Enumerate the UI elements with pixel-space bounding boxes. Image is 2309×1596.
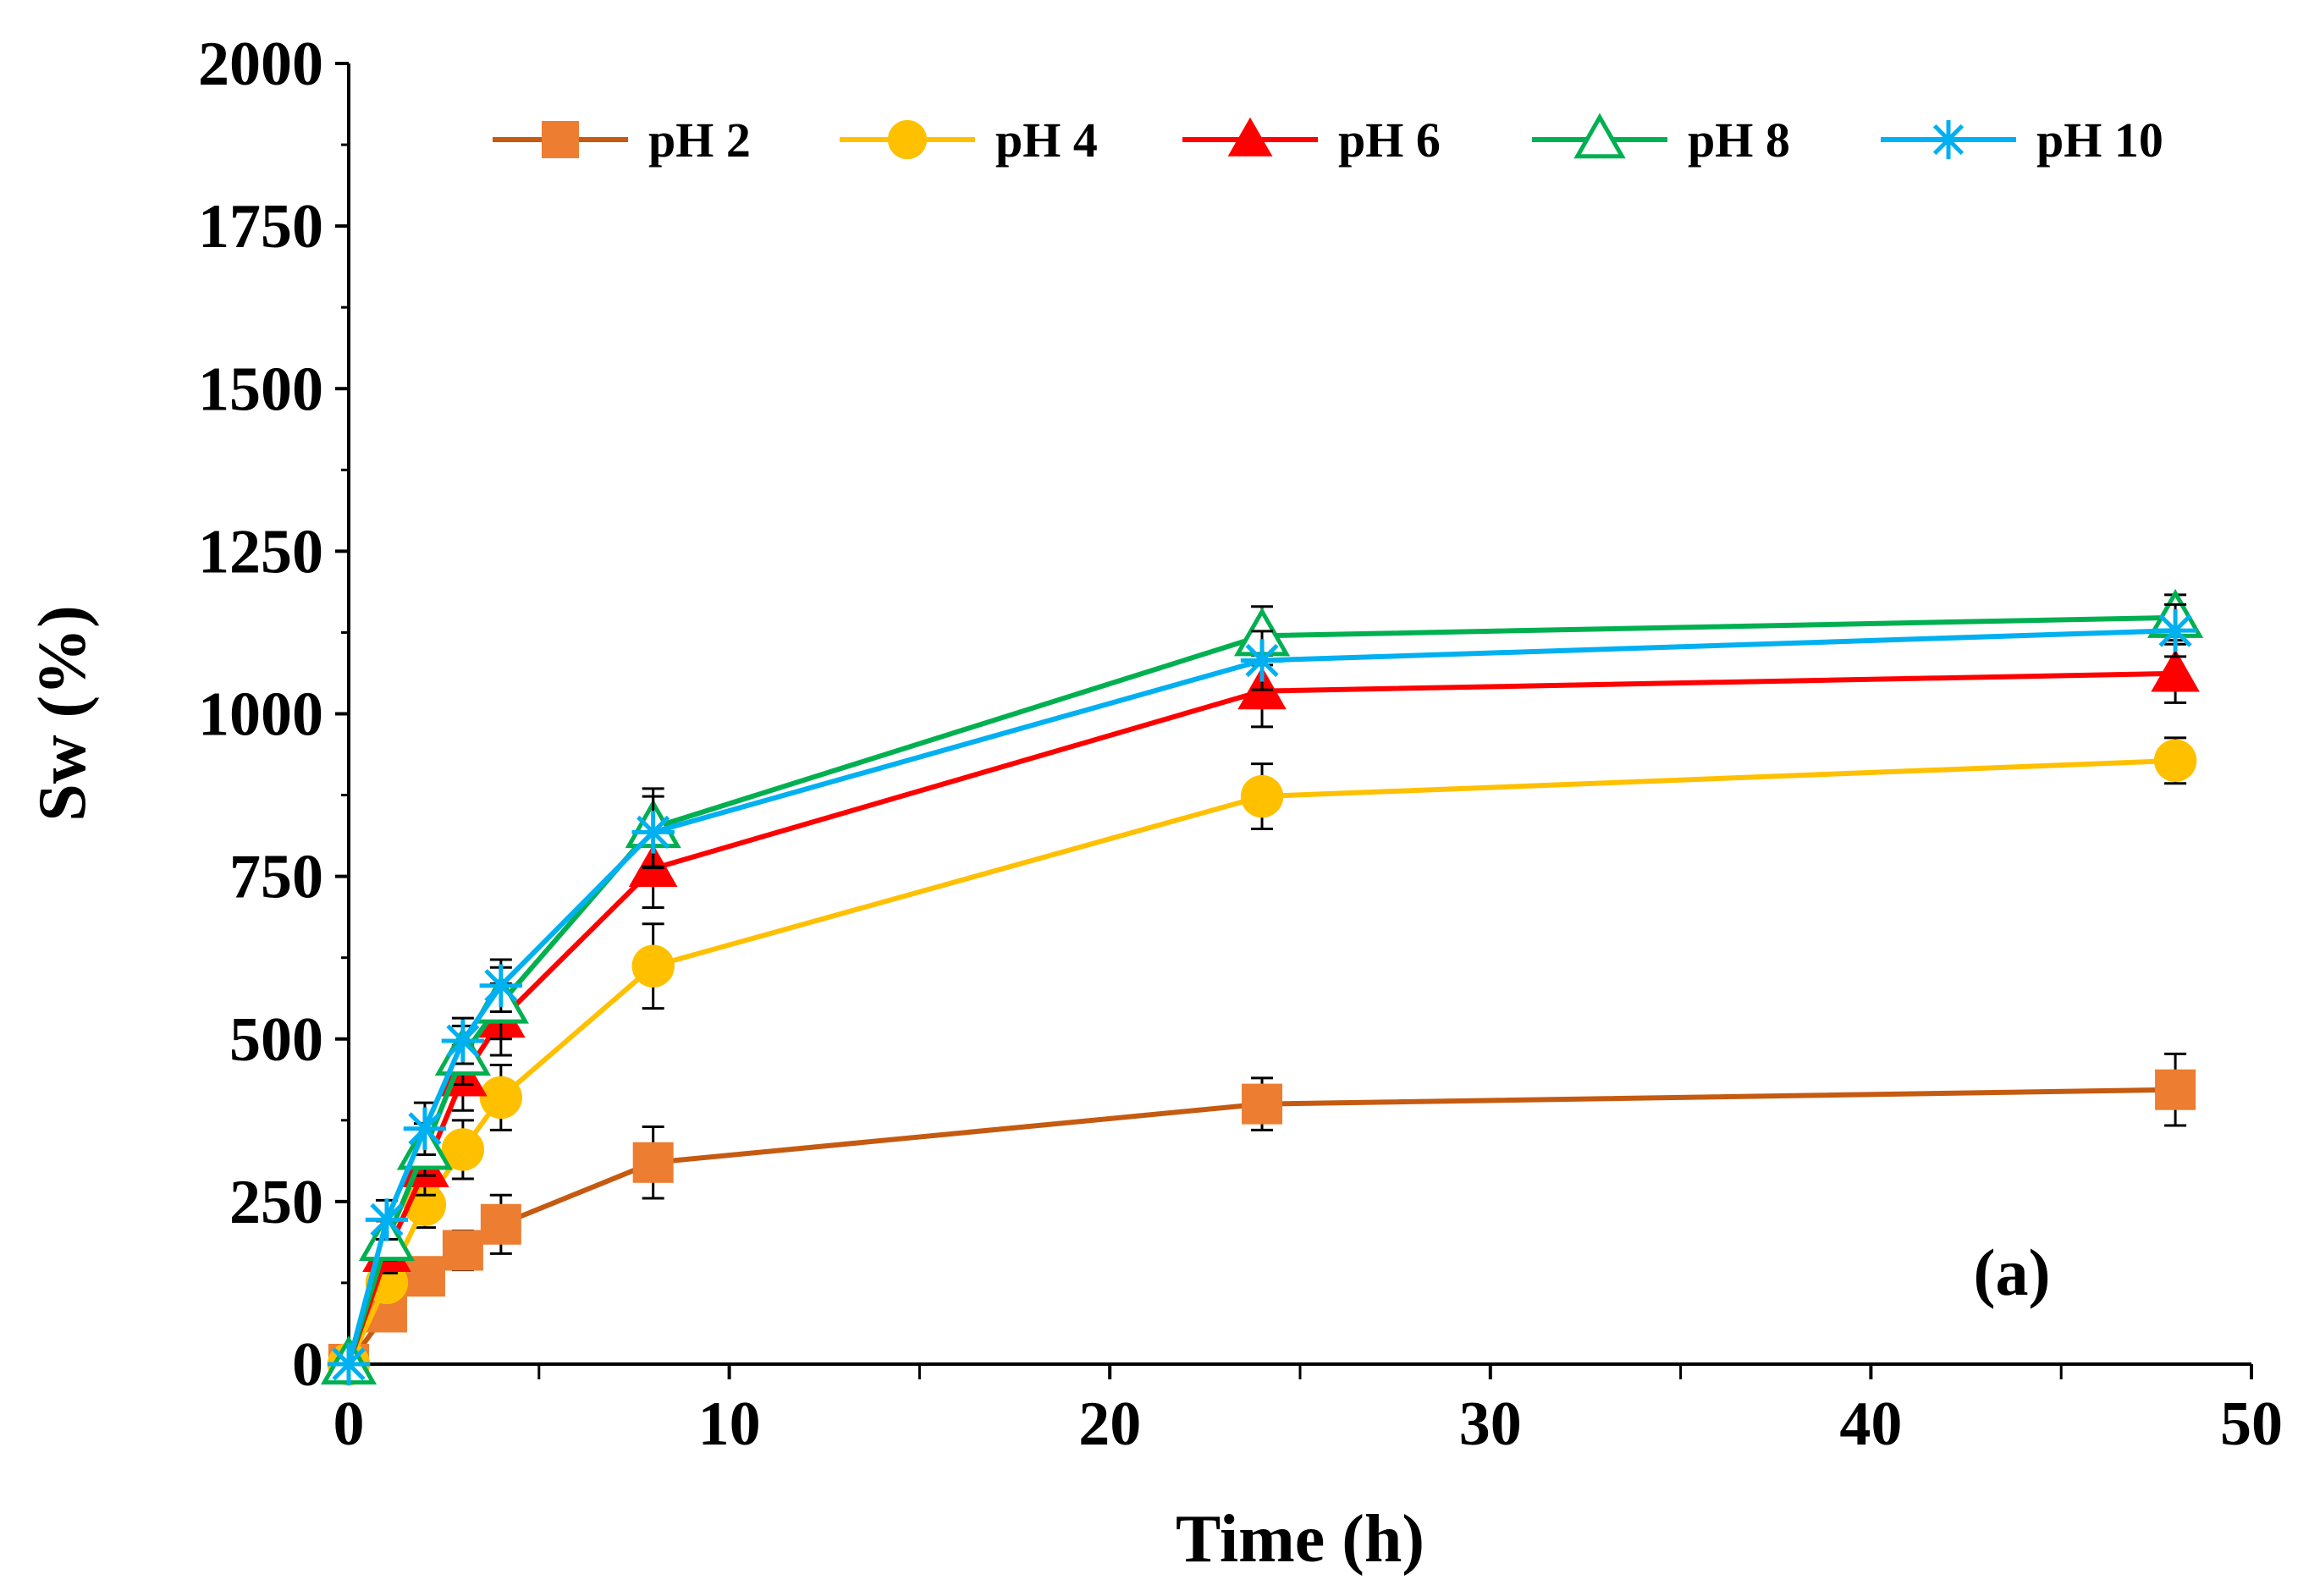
- data-points: [328, 1069, 2196, 1384]
- marker-circle: [887, 119, 928, 160]
- marker-square: [1242, 1083, 1283, 1125]
- y-tick-label: 1250: [198, 517, 323, 586]
- marker-asterisk: [365, 1198, 409, 1241]
- data-points: [324, 649, 2200, 1383]
- legend-label: pH 6: [1338, 113, 1441, 168]
- y-tick-label: 0: [292, 1330, 323, 1400]
- y-tick-label: 2000: [198, 30, 323, 99]
- x-axis-title: Time (h): [1176, 1502, 1425, 1577]
- legend-item: pH 8: [1532, 113, 1790, 168]
- marker-square: [442, 1230, 483, 1271]
- tick-labels: 0 250 500 750 1000 1250 1500 1750 2000 0 10 20 30 40 5…: [198, 30, 2283, 1459]
- asterisk-stroke: [1932, 124, 1965, 156]
- asterisk-stroke: [370, 1203, 404, 1236]
- data-points: [327, 739, 2197, 1386]
- legend-item: pH 10: [1881, 113, 2163, 168]
- legend-item: pH 2: [493, 113, 751, 168]
- series-ph-2: [328, 1052, 2196, 1384]
- x-tick-label: 50: [2220, 1390, 2283, 1459]
- marker-triangle: [1227, 117, 1273, 157]
- ticks: [335, 62, 2253, 1379]
- marker-asterisk: [1240, 639, 1284, 682]
- series-ph-10: [327, 603, 2197, 1386]
- series-ph-4: [327, 736, 2197, 1386]
- x-tick-label: 10: [698, 1390, 761, 1459]
- legend-label: pH 2: [648, 113, 751, 168]
- marker-circle: [2153, 739, 2197, 783]
- marker-asterisk: [1928, 119, 1969, 160]
- panel-label: (a): [1974, 1236, 2051, 1309]
- series-ph-6: [324, 642, 2200, 1383]
- marker-square: [632, 1142, 674, 1183]
- asterisk-stroke: [332, 1347, 366, 1381]
- y-axis-title: Sw (%): [25, 605, 100, 822]
- marker-asterisk: [631, 811, 675, 854]
- marker-asterisk: [2153, 608, 2197, 652]
- series-layer: [320, 588, 2204, 1386]
- legend-label: pH 10: [2036, 113, 2163, 168]
- marker-circle: [441, 1128, 485, 1171]
- asterisk-stroke: [1245, 643, 1279, 678]
- marker-circle: [1240, 774, 1284, 818]
- y-tick-label: 250: [229, 1168, 323, 1237]
- asterisk-stroke: [484, 969, 518, 1003]
- marker-asterisk: [403, 1107, 447, 1151]
- x-tick-label: 20: [1078, 1390, 1141, 1459]
- data-points: [327, 608, 2197, 1386]
- marker-asterisk: [441, 1019, 485, 1063]
- x-tick-label: 0: [333, 1390, 365, 1459]
- marker-circle: [479, 1076, 523, 1120]
- legend-label: pH 4: [995, 113, 1098, 168]
- legend-item: pH 4: [840, 113, 1098, 168]
- asterisk-stroke: [2158, 614, 2192, 647]
- asterisk-stroke: [408, 1112, 442, 1146]
- marker-asterisk: [479, 964, 523, 1007]
- marker-triangle-open: [1573, 113, 1626, 159]
- marker-square: [2155, 1069, 2196, 1110]
- series-line: [346, 757, 2176, 1366]
- x-tick-label: 30: [1459, 1390, 1522, 1459]
- y-tick-label: 1000: [198, 680, 323, 750]
- asterisk-stroke: [636, 815, 670, 849]
- marker-triangle: [2151, 649, 2200, 692]
- y-tick-label: 750: [229, 843, 323, 912]
- legend-label: pH 8: [1688, 113, 1790, 168]
- legend: pH 2 pH 4 pH 6 pH 8 pH 10: [493, 113, 2163, 168]
- legend-item: pH 6: [1182, 113, 1441, 168]
- marker-square: [542, 121, 579, 158]
- x-tick-label: 40: [1839, 1390, 1902, 1459]
- y-tick-label: 500: [229, 1005, 323, 1075]
- marker-circle: [631, 944, 675, 988]
- marker-square: [404, 1256, 445, 1297]
- marker-asterisk: [327, 1342, 371, 1386]
- asterisk-stroke: [446, 1024, 480, 1058]
- marker-square: [480, 1203, 521, 1245]
- y-tick-label: 1500: [198, 355, 323, 424]
- series-line: [346, 628, 2176, 1365]
- y-tick-label: 1750: [198, 192, 323, 261]
